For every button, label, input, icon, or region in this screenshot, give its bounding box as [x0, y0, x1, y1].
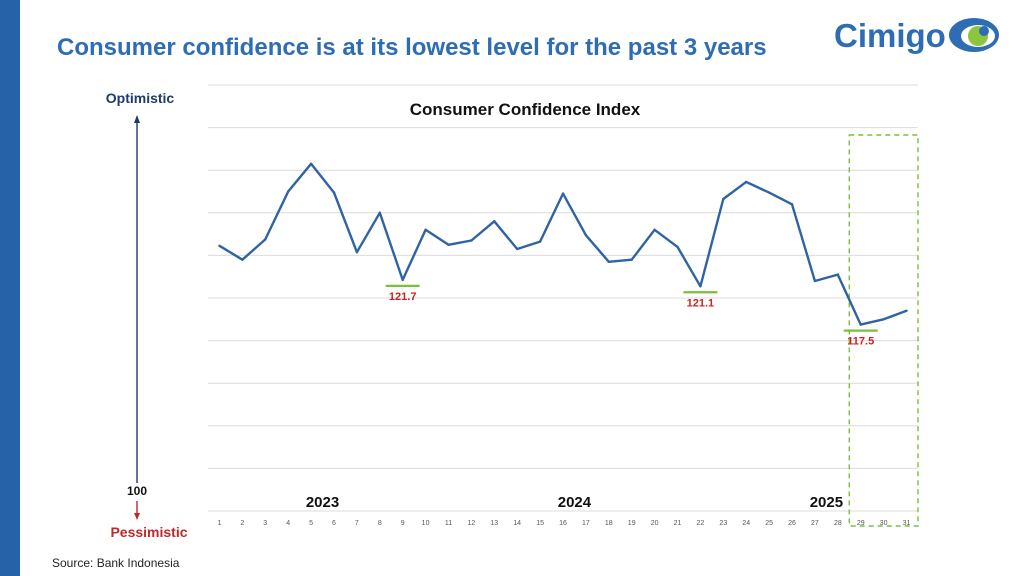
data-label: 121.7 — [389, 291, 417, 303]
data-label: 117.5 — [847, 336, 874, 348]
x-tick-label: 29 — [857, 520, 865, 527]
x-tick-label: 25 — [765, 520, 773, 527]
logo-text: Cimigo — [834, 17, 946, 54]
data-point — [424, 228, 427, 232]
data-point — [767, 191, 771, 194]
axis-base-label: 100 — [127, 484, 147, 498]
x-tick-label: 19 — [628, 520, 636, 527]
x-tick-label: 13 — [490, 520, 498, 527]
down-arrow-icon — [134, 513, 140, 520]
data-point — [813, 279, 817, 283]
pessimistic-label: Pessimistic — [110, 524, 187, 540]
data-point — [905, 309, 908, 312]
data-point — [447, 243, 450, 246]
x-tick-label: 15 — [536, 520, 544, 527]
x-tick-label: 11 — [445, 520, 452, 527]
data-point — [653, 228, 656, 232]
data-point — [218, 244, 221, 248]
x-tick-label: 10 — [422, 520, 430, 527]
x-tick-label: 30 — [880, 520, 888, 527]
page-title: Consumer confidence is at its lowest lev… — [57, 34, 767, 61]
data-point — [309, 162, 313, 166]
cimigo-logo: Cimigo — [834, 17, 999, 54]
x-tick-label: 3 — [263, 520, 267, 527]
data-point — [859, 323, 862, 326]
data-point — [584, 233, 588, 237]
source-note: Source: Bank Indonesia — [52, 556, 180, 570]
data-point — [355, 251, 359, 254]
x-tick-label: 7 — [355, 520, 359, 527]
logo-eye-icon — [949, 18, 999, 52]
x-tick-label: 31 — [903, 520, 911, 527]
data-point — [607, 260, 611, 263]
data-point — [538, 240, 542, 243]
chart-title: Consumer Confidence Index — [410, 100, 641, 119]
x-tick-label: 23 — [719, 520, 727, 527]
side-accent-bar — [0, 0, 20, 576]
data-point — [332, 191, 336, 194]
data-point — [722, 197, 725, 201]
data-label: 121.1 — [687, 297, 715, 309]
year-label: 2024 — [558, 494, 592, 511]
x-tick-label: 27 — [811, 520, 819, 527]
x-tick-label: 24 — [742, 520, 750, 527]
data-point — [515, 247, 519, 251]
year-label: 2025 — [810, 494, 843, 511]
x-tick-label: 28 — [834, 520, 842, 527]
x-tick-label: 16 — [559, 520, 567, 527]
data-point — [241, 258, 244, 261]
data-point — [264, 238, 267, 241]
x-tick-label: 4 — [286, 520, 290, 527]
data-point — [401, 278, 404, 282]
x-tick-label: 2 — [240, 520, 244, 527]
data-point — [561, 192, 565, 195]
year-label: 2023 — [306, 494, 339, 511]
x-tick-label: 8 — [378, 520, 382, 527]
x-tick-label: 5 — [309, 520, 313, 527]
x-tick-label: 12 — [467, 520, 475, 527]
data-point — [493, 220, 496, 223]
x-tick-label: 1 — [217, 520, 221, 527]
data-point — [790, 203, 794, 206]
x-tick-label: 6 — [332, 520, 336, 527]
data-point — [836, 273, 840, 276]
x-tick-label: 26 — [788, 520, 796, 527]
data-point — [378, 211, 381, 214]
up-arrow-icon — [134, 115, 140, 123]
data-point — [286, 190, 290, 193]
x-tick-label: 20 — [651, 520, 659, 527]
series-line — [218, 162, 907, 326]
x-tick-label: 18 — [605, 520, 613, 527]
optimistic-label: Optimistic — [106, 90, 175, 106]
data-point — [882, 318, 885, 321]
x-tick-label: 22 — [697, 520, 705, 527]
data-point — [745, 180, 748, 184]
x-tick-label: 17 — [582, 520, 590, 527]
data-point — [630, 258, 633, 261]
data-point — [470, 239, 473, 242]
data-point — [676, 245, 679, 249]
x-tick-label: 9 — [401, 520, 405, 527]
x-tick-label: 21 — [674, 520, 682, 527]
x-tick-label: 14 — [513, 520, 521, 527]
data-point — [699, 285, 702, 288]
